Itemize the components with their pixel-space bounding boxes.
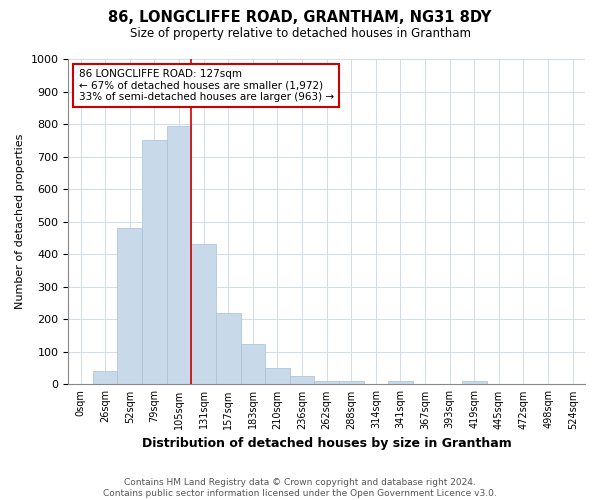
Text: 86, LONGCLIFFE ROAD, GRANTHAM, NG31 8DY: 86, LONGCLIFFE ROAD, GRANTHAM, NG31 8DY xyxy=(109,10,491,25)
Text: Size of property relative to detached houses in Grantham: Size of property relative to detached ho… xyxy=(130,28,470,40)
Bar xyxy=(339,380,364,384)
Bar xyxy=(167,126,191,384)
Bar xyxy=(314,380,339,384)
Bar xyxy=(216,313,241,384)
Bar xyxy=(388,381,413,384)
Text: Contains HM Land Registry data © Crown copyright and database right 2024.
Contai: Contains HM Land Registry data © Crown c… xyxy=(103,478,497,498)
Bar xyxy=(142,140,167,384)
X-axis label: Distribution of detached houses by size in Grantham: Distribution of detached houses by size … xyxy=(142,437,512,450)
Bar xyxy=(290,376,314,384)
Bar xyxy=(191,244,216,384)
Text: 86 LONGCLIFFE ROAD: 127sqm
← 67% of detached houses are smaller (1,972)
33% of s: 86 LONGCLIFFE ROAD: 127sqm ← 67% of deta… xyxy=(79,69,334,102)
Bar xyxy=(118,228,142,384)
Bar xyxy=(462,381,487,384)
Y-axis label: Number of detached properties: Number of detached properties xyxy=(15,134,25,310)
Bar xyxy=(93,372,118,384)
Bar xyxy=(265,368,290,384)
Bar xyxy=(241,344,265,385)
